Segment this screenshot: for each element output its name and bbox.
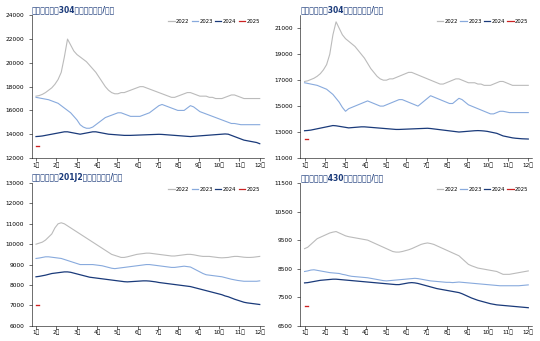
Legend: 2022, 2023, 2024, 2025: 2022, 2023, 2024, 2025 xyxy=(436,186,530,193)
Legend: 2022, 2023, 2024, 2025: 2022, 2023, 2024, 2025 xyxy=(436,18,530,25)
Legend: 2022, 2023, 2024, 2025: 2022, 2023, 2024, 2025 xyxy=(167,186,261,193)
Text: 佛山市场青山304热轧价格（元/吨）: 佛山市场青山304热轧价格（元/吨） xyxy=(300,5,384,15)
Text: 佛山市场宝旺304冷轧价格（元/吨）: 佛山市场宝旺304冷轧价格（元/吨） xyxy=(32,5,115,15)
Text: 佛山市场宝旺201J2冷轧价格（元/吨）: 佛山市场宝旺201J2冷轧价格（元/吨） xyxy=(32,173,123,182)
Text: 佛山市场太钢430冷轧价格（元/吨）: 佛山市场太钢430冷轧价格（元/吨） xyxy=(300,173,384,182)
Legend: 2022, 2023, 2024, 2025: 2022, 2023, 2024, 2025 xyxy=(167,18,261,25)
